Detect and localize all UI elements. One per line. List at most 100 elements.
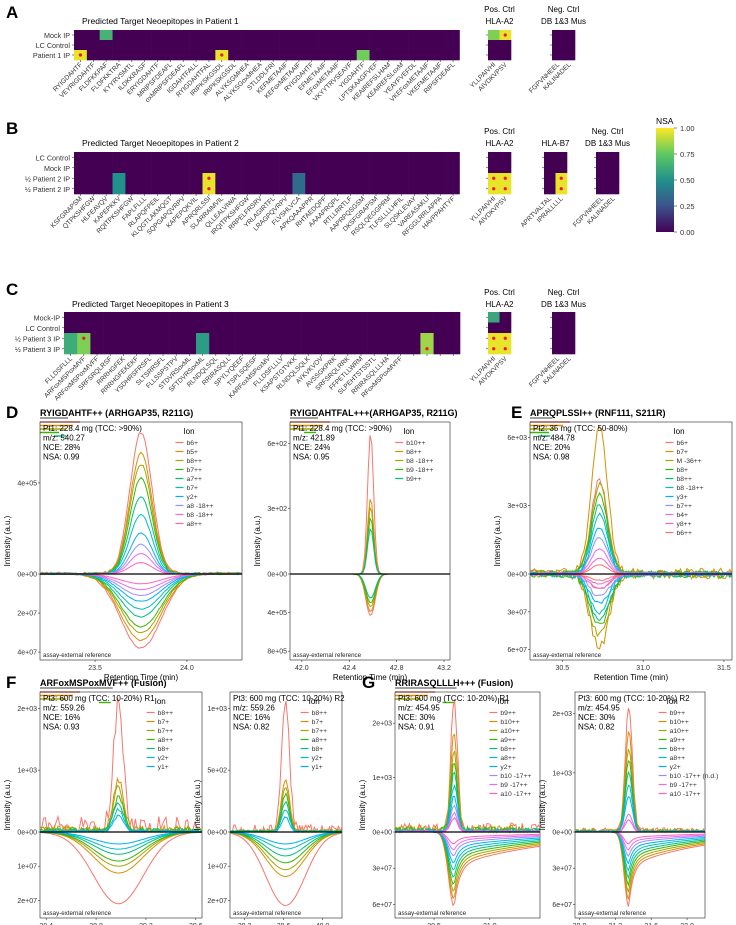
x-tick-label: 39.6 [277,923,291,925]
heatmap-cell [215,173,229,184]
y-tick-label: 0e+00 [552,830,572,837]
legend-label: a9++ [670,737,686,744]
legend-label: b9++ [670,710,686,717]
heatmap-cell [420,152,435,163]
heatmap-cell [343,152,357,163]
heatmap-cell [407,322,421,334]
heatmap-cell [408,30,422,41]
heatmap-cell [341,343,355,355]
heatmap-cell [331,162,345,174]
control-cell [563,50,576,61]
control-header: Pos. Ctrl [484,5,515,14]
info-line: NSA: 0.82 [233,723,270,732]
heatmap-cell [262,343,276,355]
legend-label: b10++ [406,440,425,447]
heatmap-cell [163,50,178,61]
heatmap-cell [241,173,255,184]
ion-trace-reference [529,573,733,622]
heatmap-cell [433,312,448,323]
x-tick-label: 20.5 [427,923,441,925]
heatmap-cell [328,312,342,323]
heatmap-cell [288,322,302,334]
heatmap-cell [169,333,184,344]
heatmap-cell [130,312,144,323]
control-cell [552,343,564,355]
heatmap-cell [151,30,165,41]
chromatogram-title: RRIRASQLLLH+++ (Fusion) [395,678,513,688]
heatmap-cell [420,183,435,195]
heatmap-cell [318,162,332,174]
x-tick-label: 38.8 [89,923,103,925]
ion-trace-reference [229,831,342,857]
heatmap-cell [279,40,293,51]
heatmap-cell [420,173,435,184]
control-cell [607,162,620,174]
y-tick-label: 2e+03 [17,706,37,713]
legend-label: y1+ [158,764,169,771]
heatmap-cell [380,312,395,323]
heatmap-cell [143,333,157,344]
control-header: Pos. Ctrl [484,288,515,297]
info-line: NSA: 0.91 [398,723,435,732]
legend-label: M -36++ [676,458,701,465]
significance-dot [503,347,507,351]
control-cell [544,152,556,163]
control-cell [607,173,620,184]
heatmap-cell [314,343,329,355]
control-cell [552,312,564,323]
x-tick-label: 23.5 [88,665,102,672]
x-tick-label: 39.2 [139,923,153,925]
info-line: Pt3: 600 mg (TCC: 10-20%) R1 [43,694,155,703]
heatmap-cell [241,183,255,195]
heatmap-cell [433,40,447,51]
y-tick-label: 1e+03 [207,706,227,713]
heatmap-cell [112,50,126,61]
heatmap-cell [253,40,268,51]
plot-frame [229,691,343,919]
heatmap-cell [202,162,216,174]
heatmap-cell [341,333,355,344]
heatmap-row-label: LC Control [36,153,71,162]
heatmap-cell [86,173,100,184]
heatmap-cell [318,183,332,195]
heatmap-cell [433,162,447,174]
heatmap-cell [99,50,113,61]
heatmap-cell [125,152,139,163]
heatmap-cell [86,152,100,163]
control-cell [552,30,564,41]
ion-trace-reference [529,573,733,615]
heatmap-cell [90,312,104,323]
heatmap-cell [176,40,190,51]
heatmap-cell [395,173,409,184]
heatmap-cell [354,322,368,334]
legend-label: b8++ [406,449,422,456]
heatmap-cell [305,152,319,163]
ion-trace-reference [530,573,733,650]
y-tick-label: 2e+03 [372,721,392,728]
heatmap-cell [248,333,263,344]
heatmap-cell [143,312,157,323]
chromatogram-panel: RYIGDAHTFAL+++(ARHGAP35, R211G) 3e+02 6e+0… [253,408,457,682]
chromatogram-title: RYIGDAHTFAL+++(ARHGAP35, R211G) [290,408,457,418]
heatmap-cell [292,30,306,41]
heatmap-cell [151,40,165,51]
heatmap-cell [74,152,88,163]
heatmap-cell [138,173,152,184]
heatmap-cell [356,30,370,41]
heatmap-cell [408,173,422,184]
heatmap-cell [446,152,460,163]
ion-legend-title: Ion [403,427,414,436]
heatmap-row-label: LC Control [36,41,71,50]
info-line: m/z: 454.95 [578,704,620,713]
heatmap-cell [262,312,276,323]
x-axis-label: Retention Time (min) [594,673,669,682]
heatmap-cell [228,183,242,195]
heatmap-cell [275,312,289,323]
y-tick-label: 5e+02 [207,768,227,775]
legend-label: b8+ [312,746,324,753]
plot-frame [39,421,243,661]
info-line: NSA: 0.98 [533,453,570,462]
heatmap-row-label: ½ Patient 2 IP [25,185,70,194]
heatmap-cell [222,343,236,355]
